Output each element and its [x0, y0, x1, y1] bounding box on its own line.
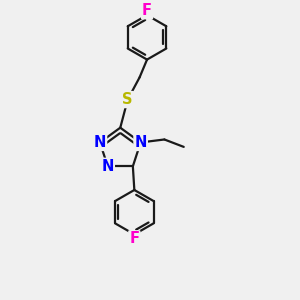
Text: N: N	[101, 159, 114, 174]
Text: F: F	[129, 231, 139, 246]
Text: N: N	[134, 135, 147, 150]
Text: F: F	[142, 3, 152, 18]
Text: S: S	[122, 92, 133, 107]
Text: N: N	[94, 135, 106, 150]
